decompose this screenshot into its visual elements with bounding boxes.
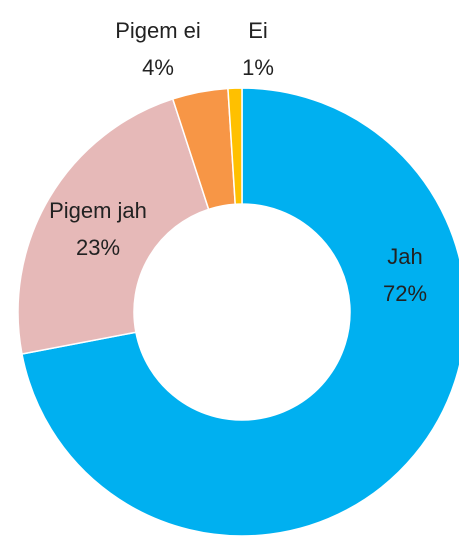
slice-label: Pigem jah: [49, 198, 147, 223]
slice-value-label: 4%: [142, 55, 174, 80]
slice-value-label: 1%: [242, 55, 274, 80]
slice-label: Pigem ei: [115, 18, 201, 43]
slice-label: Ei: [248, 18, 268, 43]
slice-value-label: 23%: [76, 235, 120, 260]
donut-slice: [21, 87, 459, 536]
slice-value-label: 72%: [383, 281, 427, 306]
donut-slice: [17, 98, 210, 355]
donut-slice: [227, 87, 243, 206]
slice-label: Jah: [387, 244, 422, 269]
